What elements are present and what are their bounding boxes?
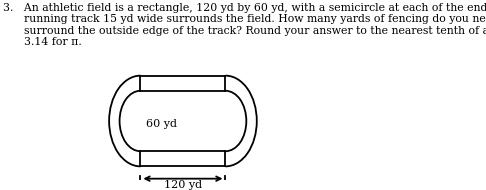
Text: 3.   An athletic field is a rectangle, 120 yd by 60 yd, with a semicircle at eac: 3. An athletic field is a rectangle, 120… — [2, 3, 486, 13]
Text: 3.14 for π.: 3.14 for π. — [2, 37, 81, 47]
Text: 60 yd: 60 yd — [146, 119, 177, 129]
Text: running track 15 yd wide surrounds the field. How many yards of fencing do you n: running track 15 yd wide surrounds the f… — [2, 14, 486, 24]
Text: surround the outside edge of the track? Round your answer to the nearest tenth o: surround the outside edge of the track? … — [2, 25, 486, 36]
Text: 120 yd: 120 yd — [164, 180, 202, 190]
